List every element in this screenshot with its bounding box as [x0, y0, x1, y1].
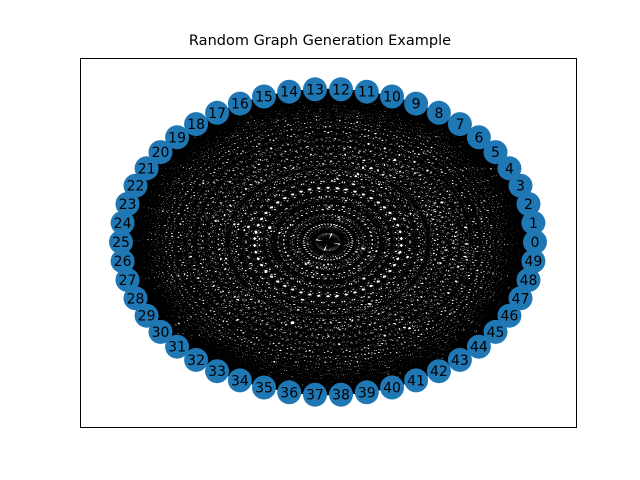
node-label: 31	[168, 340, 186, 356]
node-label: 26	[114, 254, 132, 270]
node-label: 13	[306, 82, 324, 98]
node-38[interactable]: 38	[329, 383, 353, 407]
node-label: 18	[187, 117, 205, 133]
node-17[interactable]: 17	[205, 101, 229, 125]
node-label: 25	[112, 235, 130, 251]
node-label: 6	[474, 130, 483, 146]
node-34[interactable]: 34	[228, 368, 252, 392]
node-label: 2	[524, 197, 533, 213]
node-label: 3	[516, 179, 525, 195]
node-7[interactable]: 7	[448, 112, 472, 136]
node-label: 46	[500, 309, 518, 325]
node-13[interactable]: 13	[303, 77, 327, 101]
node-label: 12	[332, 82, 350, 98]
node-label: 1	[529, 216, 538, 232]
node-label: 39	[358, 385, 376, 401]
node-39[interactable]: 39	[355, 380, 379, 404]
node-42[interactable]: 42	[427, 359, 451, 383]
node-15[interactable]: 15	[252, 85, 276, 109]
node-label: 19	[168, 130, 186, 146]
node-16[interactable]: 16	[228, 92, 252, 116]
node-label: 45	[487, 325, 505, 341]
node-label: 33	[208, 364, 226, 380]
node-35[interactable]: 35	[252, 376, 276, 400]
node-14[interactable]: 14	[277, 80, 301, 104]
node-label: 47	[512, 291, 530, 307]
node-32[interactable]: 32	[184, 348, 208, 372]
node-label: 48	[520, 273, 538, 289]
node-label: 8	[434, 106, 443, 122]
node-label: 43	[451, 353, 469, 369]
node-label: 16	[231, 97, 249, 113]
node-label: 23	[119, 197, 137, 213]
node-label: 34	[231, 373, 249, 389]
node-label: 30	[152, 325, 170, 341]
node-label: 20	[152, 145, 170, 161]
node-label: 41	[407, 373, 425, 389]
node-label: 32	[187, 353, 205, 369]
node-40[interactable]: 40	[380, 376, 404, 400]
node-12[interactable]: 12	[329, 77, 353, 101]
node-9[interactable]: 9	[404, 92, 428, 116]
node-49[interactable]: 49	[521, 249, 545, 273]
node-33[interactable]: 33	[205, 359, 229, 383]
node-41[interactable]: 41	[404, 368, 428, 392]
node-label: 5	[491, 145, 500, 161]
node-label: 38	[332, 388, 350, 404]
node-label: 37	[306, 388, 324, 404]
node-label: 24	[114, 216, 132, 232]
node-label: 10	[383, 90, 401, 106]
node-label: 14	[280, 85, 298, 101]
node-label: 49	[524, 254, 542, 270]
node-label: 35	[255, 381, 273, 397]
node-label: 15	[255, 90, 273, 106]
node-label: 29	[138, 309, 156, 325]
node-label: 42	[430, 364, 448, 380]
node-label: 44	[470, 340, 488, 356]
node-label: 4	[505, 161, 514, 177]
node-label: 11	[358, 85, 376, 101]
node-label: 9	[412, 97, 421, 113]
node-8[interactable]: 8	[427, 101, 451, 125]
node-37[interactable]: 37	[303, 383, 327, 407]
node-label: 17	[208, 106, 226, 122]
node-11[interactable]: 11	[355, 80, 379, 104]
node-label: 7	[455, 117, 464, 133]
node-label: 36	[280, 385, 298, 401]
node-36[interactable]: 36	[277, 380, 301, 404]
node-label: 40	[383, 381, 401, 397]
node-label: 0	[531, 235, 540, 251]
node-10[interactable]: 10	[380, 85, 404, 109]
